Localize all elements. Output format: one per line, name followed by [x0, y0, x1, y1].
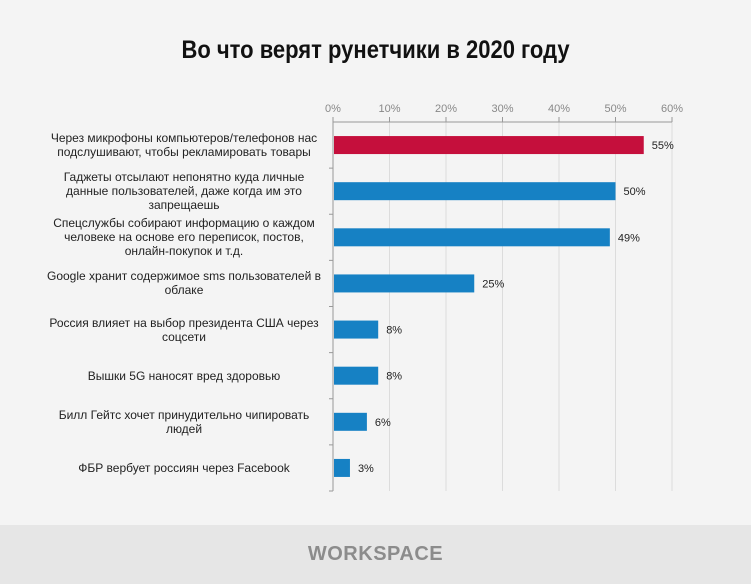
bar	[334, 412, 367, 431]
data-label: 6%	[375, 417, 391, 429]
x-tick-label: 50%	[604, 103, 626, 115]
category-label: Google хранит содержимое sms пользовател…	[46, 269, 321, 298]
data-label: 50%	[624, 186, 646, 198]
x-tick-label: 20%	[435, 103, 457, 115]
workspace-logo: WORKSPACE	[307, 543, 444, 565]
data-label: 3%	[358, 463, 374, 475]
bar	[334, 320, 379, 339]
category-label: Вышки 5G наносят вред здоровью	[87, 368, 281, 383]
category-label: Гаджеты отсылают непонятно куда личные д…	[63, 170, 305, 213]
category-label: Россия влияет на выбор президента США че…	[49, 315, 319, 344]
x-tick-label: 40%	[548, 103, 570, 115]
bar	[334, 182, 616, 201]
x-tick-label: 0%	[325, 103, 341, 115]
bar	[334, 458, 350, 477]
bar	[334, 228, 610, 247]
chart-title: Во что верят рунетчики в 2020 году	[181, 36, 570, 64]
data-label: 25%	[482, 278, 504, 290]
category-label: Билл Гейтс хочет принудительно чипироват…	[58, 407, 310, 436]
category-label: Через микрофоны компьютеров/телефонов на…	[50, 131, 318, 160]
data-label: 55%	[652, 140, 674, 152]
footer: WORKSPACE	[0, 525, 751, 584]
category-label: ФБР вербует россиян через Facebook	[78, 460, 290, 475]
category-label: Спецслужбы собирают информацию о каждом …	[53, 216, 315, 259]
bar-chart: 0% 10% 20% 30% 40% 50% 60% 55% 50% 49% 25% 8% 8% 6% 3%	[325, 103, 683, 492]
bar	[334, 136, 644, 155]
data-label: 8%	[386, 325, 402, 337]
data-label: 8%	[386, 371, 402, 383]
bar	[334, 366, 379, 385]
x-tick-label: 30%	[491, 103, 513, 115]
data-label: 49%	[618, 232, 640, 244]
x-tick-label: 10%	[378, 103, 400, 115]
bar	[334, 274, 475, 293]
x-tick-label: 60%	[661, 103, 683, 115]
